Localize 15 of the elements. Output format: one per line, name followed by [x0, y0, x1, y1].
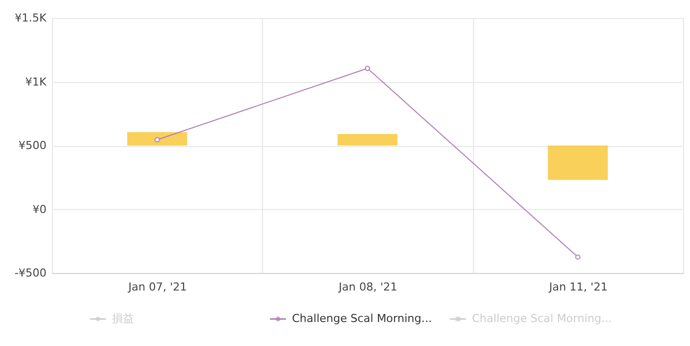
- y-tick-label: ¥0: [32, 202, 46, 216]
- point: [575, 254, 580, 260]
- legend-label: Challenge Scal Morning...: [292, 312, 432, 325]
- bar: [548, 146, 608, 180]
- bar: [338, 134, 398, 146]
- bar: [127, 132, 188, 146]
- y-tick-label: -¥500: [14, 266, 46, 280]
- point: [364, 66, 370, 71]
- y-tick-label: ¥1.5K: [14, 12, 48, 24]
- x-tick-label: Jan 11, '21: [548, 280, 608, 294]
- y-tick-label: ¥500: [18, 139, 46, 152]
- y-tick-label: ¥1K: [25, 75, 48, 88]
- x-tick-label: Jan 08, '21: [338, 280, 398, 294]
- point: [154, 137, 160, 142]
- x-tick-label: Jan 07, '21: [127, 280, 187, 294]
